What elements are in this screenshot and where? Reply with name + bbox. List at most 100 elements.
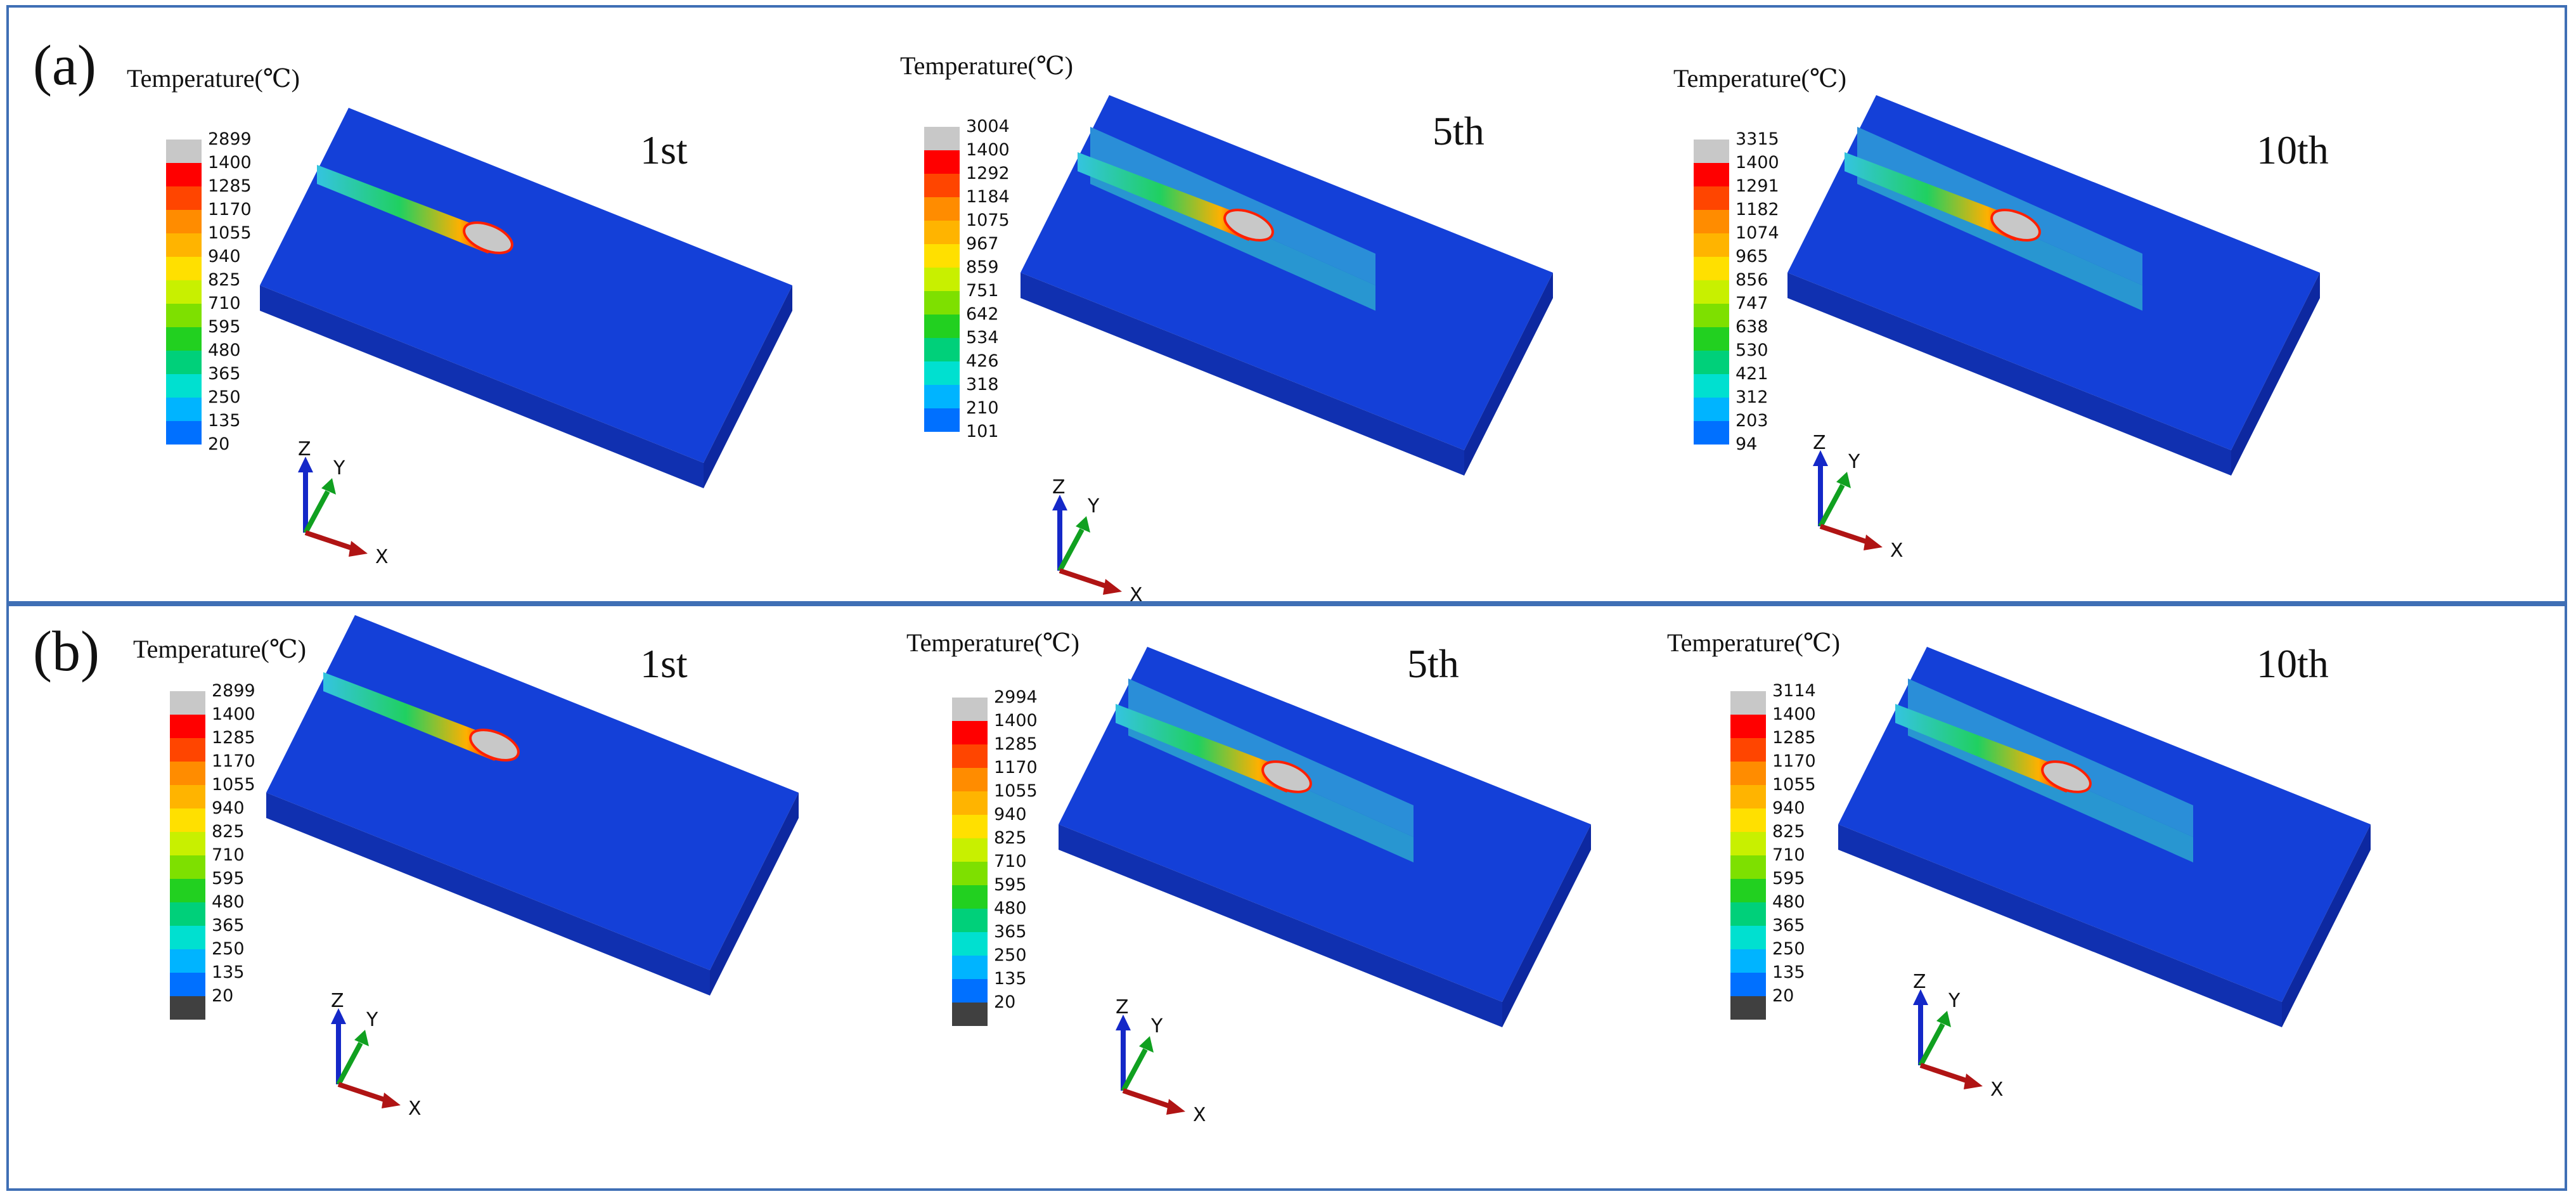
x-axis-label: X <box>1990 1079 2004 1101</box>
legend-tick-label: 856 <box>1736 270 1768 290</box>
layer-label: 5th <box>1433 108 1484 153</box>
legend-tick-label: 747 <box>1736 294 1768 313</box>
legend-tick-label: 250 <box>212 939 245 959</box>
legend-color-cell <box>170 832 205 855</box>
legend-tick-label: 1075 <box>966 211 1010 230</box>
plate-front-face <box>1059 824 1502 1027</box>
z-axis-label: Z <box>1913 971 1926 993</box>
legend-color-cell <box>1694 398 1729 421</box>
plate-front-face <box>1787 273 2231 476</box>
legend-tick-label: 825 <box>1772 822 1805 841</box>
z-axis-arrow-head <box>1913 989 1928 1005</box>
legend-color-cell <box>170 715 205 738</box>
legend-color-cell <box>1730 738 1766 762</box>
legend-color-cell <box>952 838 988 862</box>
x-axis-arrow <box>1122 1088 1172 1109</box>
legend-color-cell <box>1730 926 1766 949</box>
legend-tick-label: 480 <box>994 899 1027 918</box>
plate-side-face <box>2282 824 2371 1027</box>
y-axis-label: Y <box>366 1009 378 1031</box>
legend-color-cell <box>1694 140 1729 163</box>
deposited-wall <box>1128 678 1414 837</box>
legend-tick-label: 312 <box>1736 387 1768 407</box>
legend-color-cell <box>924 338 960 361</box>
legend-tick-label: 101 <box>966 422 999 441</box>
legend-tick-label: 365 <box>208 364 241 384</box>
legend-tick-label: 1184 <box>966 187 1010 207</box>
deposited-wall <box>1857 127 2142 285</box>
z-axis-arrow-head <box>331 1008 346 1024</box>
legend-color-cell <box>166 351 202 374</box>
axis-triad: ZY X <box>1052 476 1143 606</box>
plate-side-face <box>704 285 792 488</box>
legend-color-cell <box>952 791 988 815</box>
z-axis-label: Z <box>1813 432 1826 454</box>
legend-color-cell <box>1730 855 1766 879</box>
layer-label: 10th <box>2257 127 2329 172</box>
legend-tick-label: 825 <box>208 270 241 290</box>
legend-tick-label: 825 <box>212 822 245 841</box>
legend-tick-label: 595 <box>208 317 241 337</box>
legend-tick-label: 595 <box>1772 869 1805 888</box>
legend-color-cell <box>1694 327 1729 351</box>
legend-color-cell <box>952 1003 988 1026</box>
legend-tick-label: 135 <box>212 963 245 982</box>
legend-tick-label: 965 <box>1736 247 1768 266</box>
legend-color-cell <box>1730 808 1766 832</box>
legend-tick-label: 250 <box>1772 939 1805 959</box>
legend-title: Temperature(℃) <box>133 635 306 663</box>
legend-color-cell <box>170 808 205 832</box>
z-axis-label: Z <box>331 990 344 1012</box>
x-axis-label: X <box>408 1098 422 1120</box>
legend-color-cell <box>1694 374 1729 398</box>
legend-color-cell <box>170 973 205 996</box>
legend-tick-label: 1400 <box>212 704 255 724</box>
axis-triad: ZY X <box>1913 971 2004 1101</box>
legend-title: Temperature(℃) <box>1673 64 1846 93</box>
x-axis-arrow-head <box>1166 1099 1185 1115</box>
x-axis-arrow <box>304 530 354 551</box>
legend-color-cell <box>170 691 205 715</box>
legend-tick-label: 421 <box>1736 364 1768 384</box>
legend-color-cell <box>924 408 960 432</box>
legend-tick-label: 365 <box>994 922 1027 942</box>
legend-tick-label: 1055 <box>208 223 252 243</box>
legend-color-cell <box>924 315 960 338</box>
z-axis-arrow-head <box>1052 495 1067 510</box>
legend-tick-label: 710 <box>208 294 241 313</box>
legend-tick-label: 530 <box>1736 341 1768 360</box>
legend-color-cell <box>924 150 960 174</box>
x-axis-label: X <box>1890 540 1903 562</box>
legend-color-cell <box>166 421 202 445</box>
legend-tick-label: 3004 <box>966 117 1010 136</box>
legend-title: Temperature(℃) <box>900 51 1073 80</box>
legend-tick-label: 1055 <box>994 781 1038 801</box>
legend-color-cell <box>166 210 202 233</box>
legend-color-cell <box>1730 715 1766 738</box>
legend-tick-label: 595 <box>212 869 245 888</box>
plate-side-face <box>710 793 799 996</box>
legend-title: Temperature(℃) <box>1667 628 1840 657</box>
legend-color-cell <box>166 304 202 327</box>
heat-track <box>1895 704 2079 793</box>
legend-tick-label: 940 <box>1772 798 1805 818</box>
deposited-wall <box>1090 127 1375 285</box>
legend-color-cell <box>952 698 988 721</box>
legend-tick-label: 135 <box>1772 963 1805 982</box>
legend-tick-label: 1170 <box>208 200 252 219</box>
y-axis-label: Y <box>333 457 345 479</box>
legend-color-cell <box>952 862 988 885</box>
legend-tick-label: 710 <box>994 852 1027 871</box>
x-axis-arrow <box>337 1082 387 1103</box>
legend-color-cell <box>924 174 960 197</box>
legend-color-cell <box>1730 996 1766 1020</box>
layer-label: 5th <box>1407 641 1459 686</box>
plate-side-face <box>1502 824 1591 1027</box>
legend-color-cell <box>166 327 202 351</box>
legend-tick-label: 318 <box>966 375 999 394</box>
axis-triad: ZY X <box>331 990 422 1120</box>
legend-color-cell <box>170 762 205 785</box>
workpiece-plate <box>260 108 792 488</box>
legend-tick-label: 1182 <box>1736 200 1779 219</box>
melt-pool <box>469 729 520 762</box>
